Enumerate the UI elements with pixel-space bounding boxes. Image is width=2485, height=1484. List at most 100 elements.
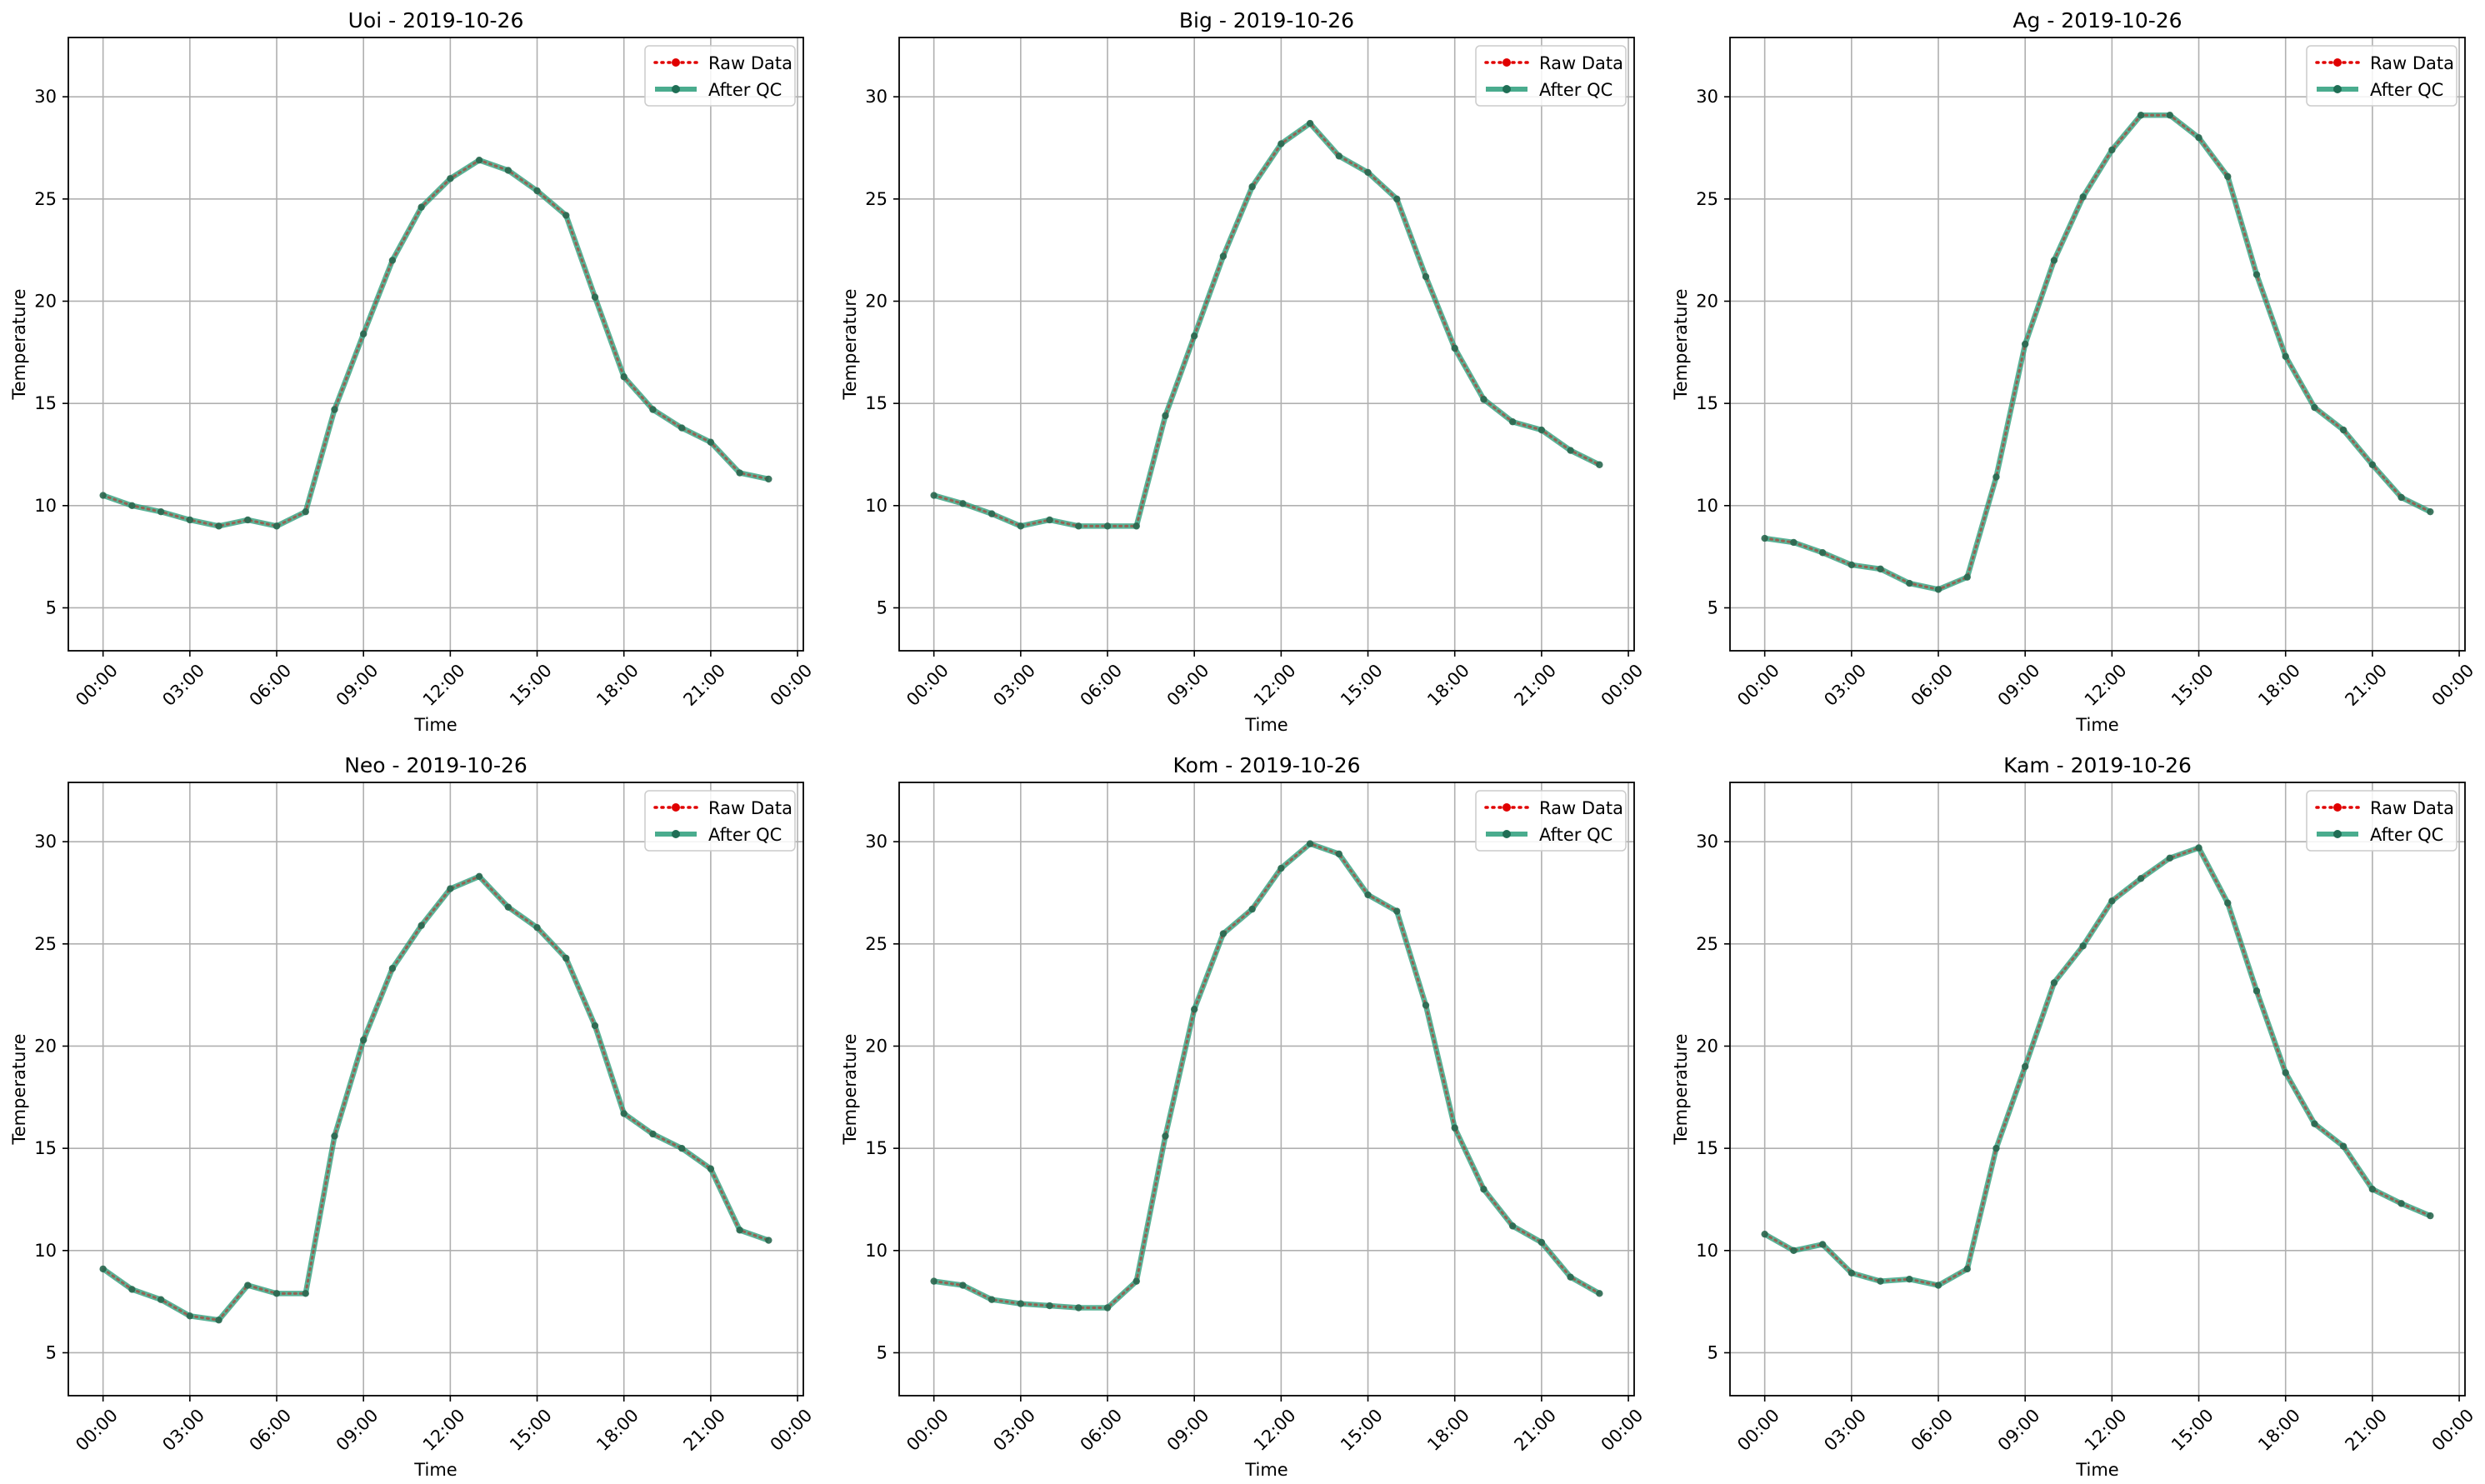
after-qc-point: [1934, 1282, 1942, 1289]
y-axis-label: Temperature: [1671, 288, 1691, 400]
after-qc-point: [388, 257, 397, 264]
x-tick-label: 15:00: [2168, 660, 2218, 710]
after-qc-point: [1393, 195, 1401, 203]
after-qc-point: [736, 469, 743, 477]
after-qc-point: [736, 1227, 743, 1234]
after-qc-point: [215, 522, 222, 530]
legend-raw-marker: [2333, 58, 2342, 67]
x-tick-label: 00:00: [1733, 660, 1783, 710]
y-tick-label: 5: [1708, 597, 1718, 617]
x-tick-label: 21:00: [1510, 660, 1560, 710]
axes-frame: [898, 37, 1635, 652]
after-qc-point: [1278, 140, 1285, 147]
x-tick-label: 06:00: [246, 1405, 296, 1455]
after-qc-point: [2137, 875, 2145, 882]
after-qc-point: [1963, 573, 1971, 581]
x-tick-label: 06:00: [1077, 1405, 1127, 1455]
y-tick-label: 25: [34, 934, 57, 954]
x-tick-label: 18:00: [592, 1405, 642, 1455]
legend-raw-marker: [672, 803, 680, 812]
after-qc-point: [2079, 942, 2087, 950]
after-qc-point: [504, 167, 512, 174]
after-qc-point: [1162, 412, 1169, 420]
legend-raw-label: Raw Data: [1539, 53, 1623, 73]
after-qc-point: [388, 965, 397, 972]
x-tick-label: 00:00: [72, 1405, 122, 1455]
after-qc-point: [1364, 891, 1372, 899]
after-qc-point: [2050, 979, 2058, 987]
legend-raw-marker: [1502, 58, 1511, 67]
after-qc-point: [2427, 1212, 2434, 1220]
after-qc-point: [244, 516, 252, 524]
series-raw-data-line: [932, 122, 1601, 527]
x-tick-label: 00:00: [1598, 660, 1648, 710]
after-qc-point: [1934, 586, 1942, 593]
after-qc-point: [2195, 844, 2202, 852]
after-qc-point: [128, 502, 136, 510]
after-qc-point: [1877, 1277, 1884, 1285]
x-tick-label: 18:00: [2254, 660, 2304, 710]
after-qc-point: [447, 175, 454, 182]
after-qc-point: [244, 1282, 252, 1289]
x-tick-label: 00:00: [902, 1405, 952, 1455]
after-qc-point: [1075, 522, 1082, 530]
after-qc-point: [302, 507, 309, 516]
after-qc-point: [1848, 1269, 1856, 1277]
series-after-qc-line: [102, 157, 770, 529]
after-qc-point: [2368, 1186, 2377, 1193]
after-qc-point: [2252, 271, 2261, 278]
after-qc-point: [1538, 426, 1546, 434]
after-qc-point: [2166, 854, 2174, 862]
y-tick-label: 5: [46, 597, 57, 617]
axes-frame: [1729, 37, 2466, 652]
y-tick-label: 20: [865, 291, 888, 311]
after-qc-point: [475, 157, 483, 164]
after-qc-point: [930, 492, 938, 499]
after-qc-point: [2252, 987, 2261, 995]
x-tick-label: 00:00: [2428, 660, 2478, 710]
subplot-5: 00:00 03:00 06:00 09:00 12:00 15:00 18:00 21:00…: [840, 753, 1647, 1480]
after-qc-point: [1306, 840, 1314, 847]
after-qc-point: [1538, 1238, 1546, 1247]
legend-qc-marker: [1502, 85, 1511, 93]
x-axis-label: Time: [1244, 1460, 1288, 1480]
after-qc-point: [186, 1312, 194, 1320]
after-qc-point: [1075, 1304, 1082, 1312]
after-qc-point: [562, 954, 570, 962]
x-axis-label: Time: [1244, 715, 1288, 735]
axes-frame: [68, 37, 804, 652]
after-qc-point: [591, 1022, 599, 1030]
after-qc-point: [2427, 507, 2434, 516]
legend: Raw Data After QC: [644, 45, 796, 107]
after-qc-point: [1790, 538, 1798, 547]
plot-area: [99, 872, 772, 1324]
after-qc-point: [1818, 1241, 1827, 1248]
legend: Raw Data After QC: [1475, 790, 1627, 852]
x-tick-label: 06:00: [246, 660, 296, 710]
legend-qc-marker: [1502, 830, 1511, 838]
after-qc-point: [562, 212, 570, 219]
after-qc-point: [765, 1237, 772, 1244]
x-tick-label: 03:00: [158, 660, 208, 710]
after-qc-point: [1790, 1247, 1798, 1255]
legend-qc-marker: [672, 830, 680, 838]
after-qc-point: [1422, 272, 1430, 281]
series-raw-data-line: [102, 158, 770, 527]
y-tick-label: 25: [1696, 189, 1718, 209]
after-qc-point: [1219, 930, 1228, 937]
legend-qc-label: After QC: [1539, 825, 1612, 845]
x-tick-label: 21:00: [679, 1405, 729, 1455]
y-tick-label: 15: [34, 393, 57, 413]
x-tick-label: 06:00: [1077, 660, 1127, 710]
legend-qc-label: After QC: [2370, 80, 2443, 100]
after-qc-point: [418, 922, 425, 929]
y-tick-label: 15: [865, 393, 888, 413]
after-qc-point: [1364, 168, 1372, 177]
y-tick-label: 25: [34, 189, 57, 209]
legend-raw-label: Raw Data: [2370, 53, 2454, 73]
after-qc-point: [1422, 1002, 1430, 1009]
plot-area: [930, 840, 1603, 1312]
legend: Raw Data After QC: [2306, 790, 2458, 852]
x-tick-label: 03:00: [1820, 1405, 1870, 1455]
y-axis-label: Temperature: [9, 288, 29, 400]
